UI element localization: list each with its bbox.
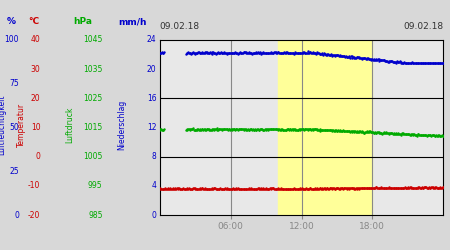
- Text: hPa: hPa: [74, 17, 93, 26]
- Text: 0: 0: [152, 210, 157, 220]
- Text: 0: 0: [14, 210, 19, 220]
- Text: 09.02.18: 09.02.18: [160, 22, 200, 31]
- Text: 20: 20: [31, 94, 40, 103]
- Text: 1015: 1015: [83, 123, 103, 132]
- Text: Luftdruck: Luftdruck: [65, 107, 74, 143]
- Text: 100: 100: [4, 36, 19, 44]
- Text: -10: -10: [28, 181, 40, 190]
- Text: 8: 8: [152, 152, 157, 161]
- Text: 12: 12: [147, 123, 157, 132]
- Text: 1045: 1045: [83, 36, 103, 44]
- Bar: [278, 40, 373, 215]
- Text: Luftfeuchtigkeit: Luftfeuchtigkeit: [0, 95, 7, 155]
- Text: mm/h: mm/h: [118, 17, 147, 26]
- Text: 995: 995: [88, 181, 103, 190]
- Text: 20: 20: [147, 65, 157, 74]
- Text: 4: 4: [152, 181, 157, 190]
- Text: 0: 0: [36, 152, 40, 161]
- Text: 24: 24: [147, 36, 157, 44]
- Text: 30: 30: [31, 65, 40, 74]
- Text: 1025: 1025: [83, 94, 103, 103]
- Text: 1005: 1005: [83, 152, 103, 161]
- Text: 75: 75: [9, 79, 19, 88]
- Text: 25: 25: [9, 167, 19, 176]
- Text: 09.02.18: 09.02.18: [403, 22, 443, 31]
- Text: 50: 50: [9, 123, 19, 132]
- Text: Niederschlag: Niederschlag: [117, 100, 126, 150]
- Text: 1035: 1035: [83, 65, 103, 74]
- Text: 16: 16: [147, 94, 157, 103]
- Text: -20: -20: [28, 210, 40, 220]
- Text: 40: 40: [31, 36, 40, 44]
- Text: 985: 985: [88, 210, 103, 220]
- Text: 10: 10: [31, 123, 40, 132]
- Text: Temperatur: Temperatur: [17, 103, 26, 147]
- Text: °C: °C: [28, 17, 39, 26]
- Text: %: %: [7, 17, 16, 26]
